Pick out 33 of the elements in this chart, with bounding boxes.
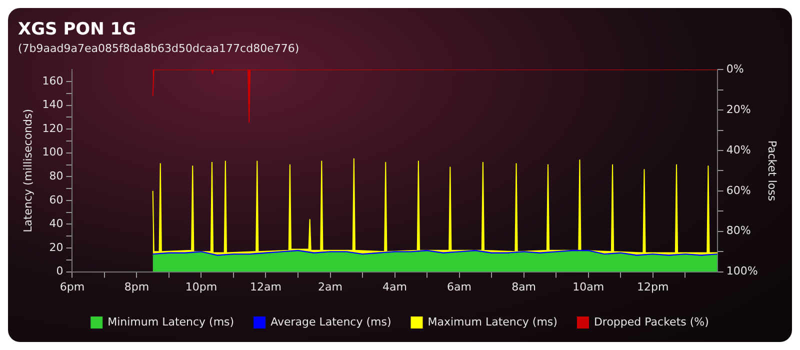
x-tick-label: 8pm (124, 280, 150, 294)
x-tick-label: 2am (318, 280, 342, 294)
x-tick-label: 8am (512, 280, 536, 294)
legend-label: Maximum Latency (ms) (428, 315, 558, 328)
y2-tick-label: 80% (726, 224, 751, 238)
y-tick-label: 140 (42, 98, 64, 112)
legend-label: Dropped Packets (%) (594, 315, 709, 328)
x-tick-label: 4am (382, 280, 408, 294)
y-tick-label: 80 (49, 170, 64, 183)
y2-axis-title: Packet loss (766, 140, 779, 202)
y2-tick-label: 100% (726, 264, 758, 278)
x-tick-label: 6am (447, 280, 472, 294)
x-tick-label: 10pm (185, 280, 218, 294)
chart-title: XGS PON 1G (18, 20, 136, 40)
y-tick-label: 0 (56, 264, 64, 278)
legend-label: Minimum Latency (ms) (108, 315, 234, 328)
y-tick-label: 160 (42, 74, 64, 88)
legend-label: Average Latency (ms) (270, 315, 392, 328)
y2-tick-label: 60% (726, 184, 751, 197)
y2-tick-label: 20% (726, 102, 751, 116)
y2-tick-label: 40% (726, 143, 751, 156)
y-tick-label: 60 (49, 193, 64, 206)
y-tick-label: 120 (42, 122, 64, 135)
chart-subtitle: (7b9aad9a7ea085f8da8b63d50dcaa177cd80e776) (18, 42, 300, 55)
x-tick-label: 6pm (60, 280, 85, 294)
y-tick-label: 20 (49, 240, 64, 254)
y-tick-label: 40 (49, 217, 64, 230)
x-tick-label: 12pm (636, 280, 669, 294)
x-tick-label: 10am (572, 280, 604, 294)
y-axis-title: Latency (milliseconds) (21, 108, 34, 232)
y-tick-label: 100 (42, 146, 64, 159)
x-tick-label: 12am (250, 280, 282, 294)
y2-tick-label: 0% (726, 62, 744, 76)
